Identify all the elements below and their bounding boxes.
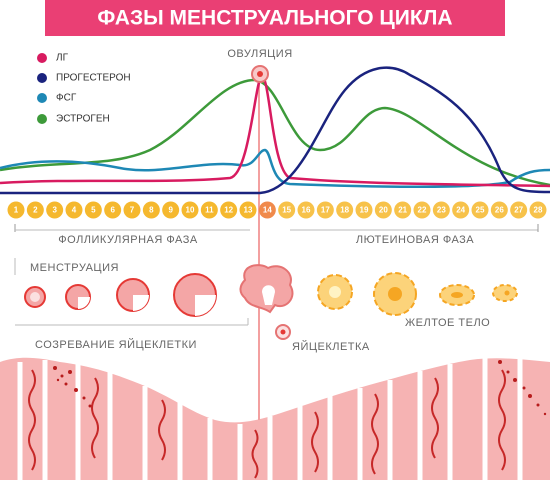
day-number: 5 <box>91 206 96 215</box>
day-number: 13 <box>244 206 253 215</box>
day-circle <box>142 201 160 219</box>
day-circle <box>26 201 44 219</box>
title-banner <box>45 0 505 36</box>
legend-label: ПРОГЕСТЕРОН <box>56 73 131 84</box>
egg-label: ЯЙЦЕКЛЕТКА <box>292 340 370 353</box>
day-circle <box>104 201 122 219</box>
day-circle <box>123 201 141 219</box>
day-number: 23 <box>437 206 446 215</box>
day-number: 4 <box>72 206 77 215</box>
menstruation-label: МЕНСТРУАЦИЯ <box>30 262 119 274</box>
day-circle <box>181 201 199 219</box>
day-number: 24 <box>456 206 465 215</box>
day-number: 20 <box>379 206 388 215</box>
day-circle <box>46 201 64 219</box>
day-circle <box>374 201 392 219</box>
day-circle <box>529 201 547 219</box>
day-number: 12 <box>224 206 233 215</box>
day-number: 11 <box>205 206 214 215</box>
day-number: 19 <box>360 206 369 215</box>
day-circle <box>297 201 315 219</box>
ovulation-label: ОВУЛЯЦИЯ <box>227 48 292 60</box>
legend-dot <box>37 114 47 124</box>
day-number: 22 <box>418 206 427 215</box>
day-number: 16 <box>302 206 311 215</box>
ovulation-marker-core <box>257 71 263 77</box>
day-number: 28 <box>534 206 543 215</box>
follicles <box>24 264 518 340</box>
estrogen-curve <box>0 78 550 187</box>
day-circle <box>7 201 25 219</box>
legend-dot <box>37 73 47 83</box>
day-circle <box>239 201 257 219</box>
luteal-phase: ЛЮТЕИНОВАЯ ФАЗА <box>356 234 474 246</box>
day-number: 3 <box>52 206 57 215</box>
day-number: 14 <box>263 206 272 215</box>
day-number: 17 <box>321 206 330 215</box>
day-number: 7 <box>130 206 135 215</box>
menstrual-dots <box>53 360 547 416</box>
maturation-label: СОЗРЕВАНИЕ ЯЙЦЕКЛЕТКИ <box>35 338 197 351</box>
blood-vessels <box>28 369 506 479</box>
day-circle <box>220 201 238 219</box>
day-number: 2 <box>33 206 38 215</box>
day-circle <box>278 201 296 219</box>
endometrium <box>0 357 550 480</box>
day-circle <box>316 201 334 219</box>
day-number: 15 <box>282 206 291 215</box>
day-circle <box>84 201 102 219</box>
day-circle <box>432 201 450 219</box>
day-number: 1 <box>14 206 19 215</box>
day-circle <box>65 201 83 219</box>
progesterone-curve <box>0 66 550 195</box>
day-circle <box>394 201 412 219</box>
legend-label: ФСГ <box>56 93 77 104</box>
legend-label: ЛГ <box>56 53 69 64</box>
endometrium-gaps <box>17 358 523 480</box>
legend-label: ЭСТРОГЕН <box>56 114 110 125</box>
corpus-luteum-label: ЖЕЛТОЕ ТЕЛО <box>405 317 490 329</box>
follicular-phase: ФОЛЛИКУЛЯРНАЯ ФАЗА <box>58 234 198 246</box>
day-circle <box>336 201 354 219</box>
day-number: 25 <box>476 206 485 215</box>
day-number: 9 <box>168 206 173 215</box>
day-number: 6 <box>110 206 115 215</box>
day-circle <box>162 201 180 219</box>
legend-dot <box>37 53 47 63</box>
day-number: 27 <box>514 206 523 215</box>
fsh-curve <box>0 148 550 189</box>
title: ФАЗЫ МЕНСТРУАЛЬНОГО ЦИКЛА <box>97 7 452 30</box>
day-number: 18 <box>340 206 349 215</box>
day-circle <box>413 201 431 219</box>
day-number: 10 <box>186 206 195 215</box>
day-circle <box>452 201 470 219</box>
day-number: 26 <box>495 206 504 215</box>
day-circle <box>355 201 373 219</box>
day-circle <box>490 201 508 219</box>
day-number: 8 <box>149 206 154 215</box>
day-circle <box>510 201 528 219</box>
day-circle <box>258 201 276 219</box>
legend-dot <box>37 93 47 103</box>
day-circle <box>200 201 218 219</box>
day-number: 21 <box>398 206 407 215</box>
day-circle <box>471 201 489 219</box>
day-row: 1 2 3 4 5 6 7 8 9 10 11 12 13 14 15 16 17 18 19 20 21 22 23 24 2… <box>7 201 547 219</box>
